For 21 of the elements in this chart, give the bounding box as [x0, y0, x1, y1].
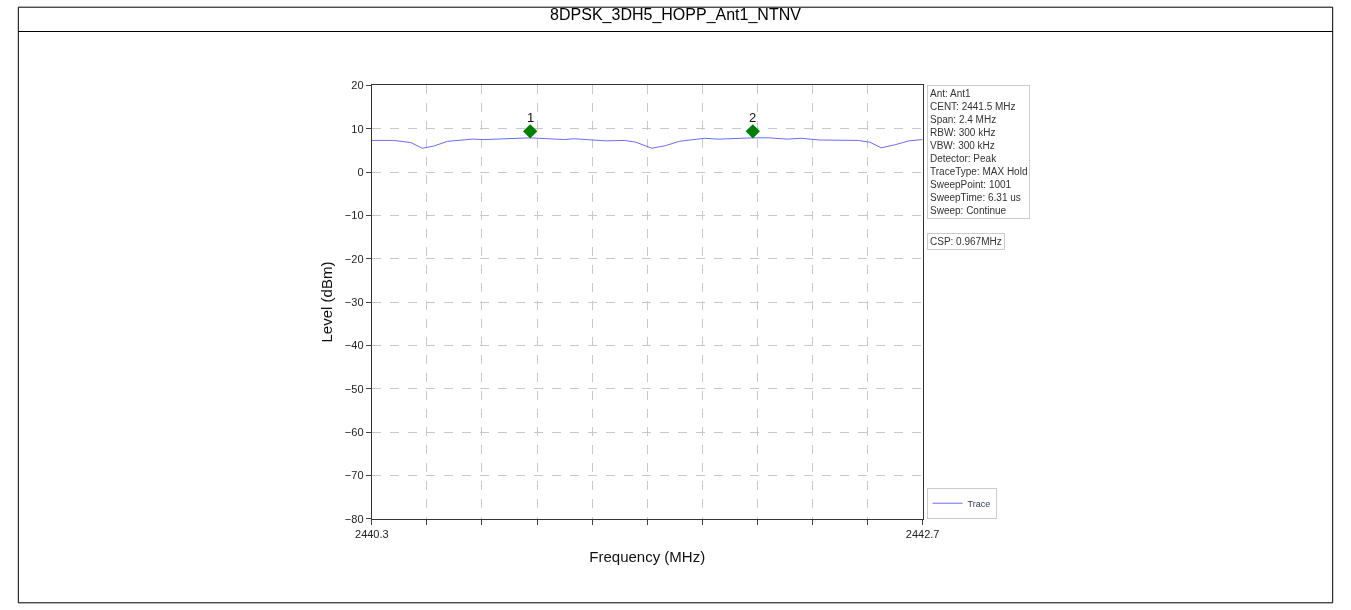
y-tick-label: −50 — [344, 382, 364, 395]
y-tick-label: 20 — [351, 79, 364, 92]
y-tick-label: −70 — [344, 469, 364, 482]
y-axis-title: Level (dBm) — [318, 261, 336, 343]
annotation: 1 — [527, 110, 535, 125]
y-tick-label: −30 — [344, 295, 364, 308]
legend-label: Trace — [967, 498, 991, 509]
x-axis-title: Frequency (MHz) — [589, 548, 706, 566]
y-tick-label: −40 — [344, 339, 364, 352]
y-tick-label: −20 — [344, 252, 364, 265]
y-tick-label: −10 — [344, 209, 364, 222]
x-tick-label: 2440.3 — [355, 528, 389, 541]
annotation: 2 — [749, 110, 757, 125]
y-tick-label: 10 — [351, 122, 364, 135]
text: Ant: Ant1 CENT: 2441.5 MHz Span: 2.4 MHz RBW: 300 kHz VBW: 300 kHz Detector: Peak TraceType: MAX Hold SweepPoint: 1001 SweepTime: 6.31 us Sweep: Continue — [930, 88, 1028, 216]
y-tick-label: −60 — [344, 425, 364, 438]
chart-title: 8DPSK_3DH5_HOPP_Ant1_NTNV — [550, 5, 802, 24]
x-tick-label: 2442.7 — [905, 528, 940, 541]
y-tick-label: −80 — [344, 512, 364, 525]
y-tick-label: 0 — [357, 165, 364, 178]
text: CSP: 0.967MHz — [930, 236, 1002, 247]
